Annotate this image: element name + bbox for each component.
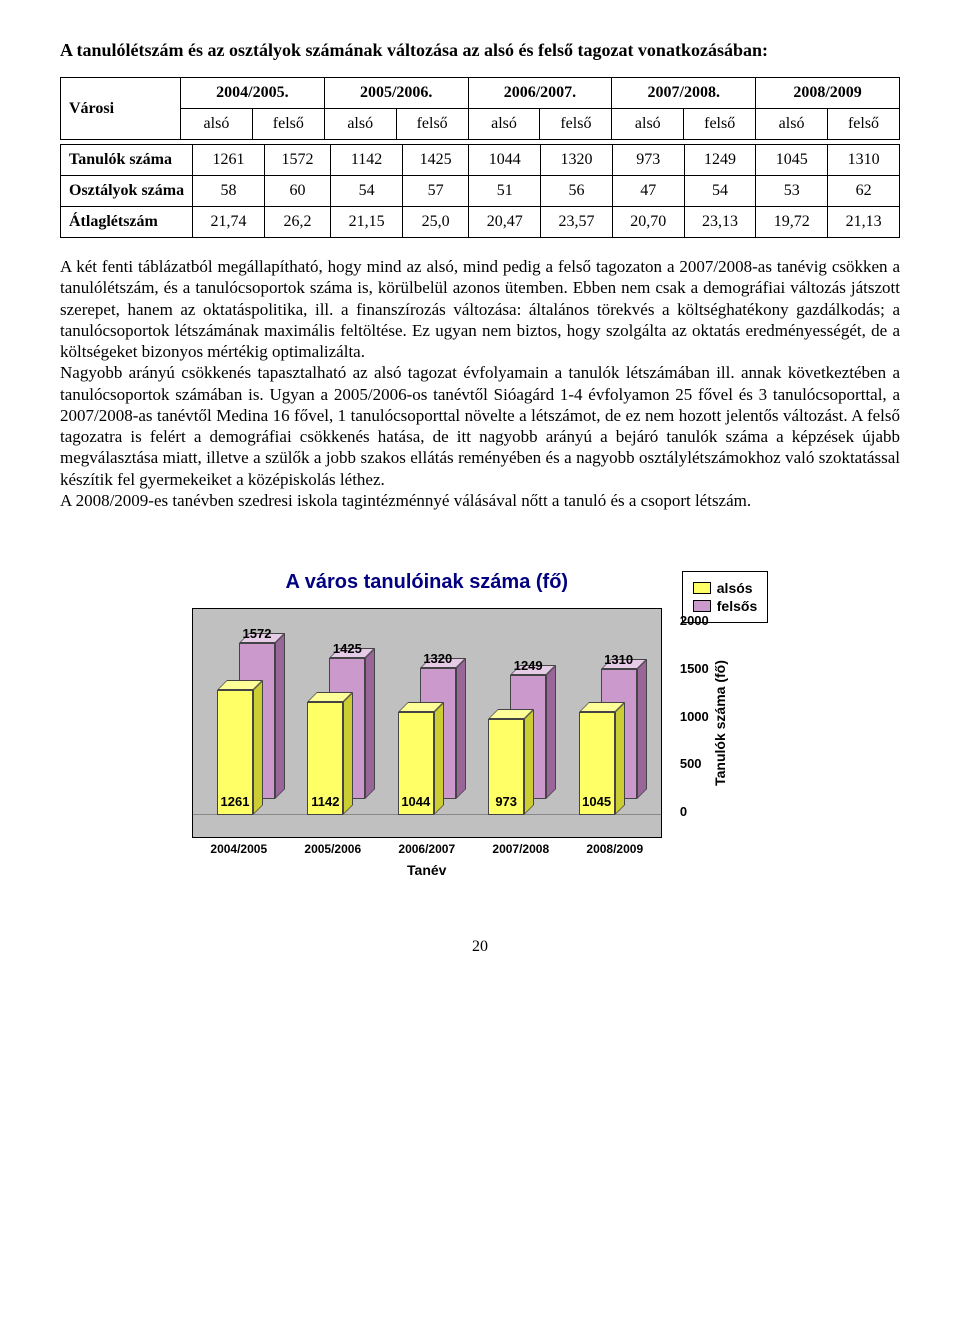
year-4: 2008/2009 xyxy=(756,78,900,109)
sub-a2: alsó xyxy=(468,109,540,140)
year-1: 2005/2006. xyxy=(324,78,468,109)
y-axis-title: Tanulók száma (fő) xyxy=(712,660,728,786)
sub-f1: felső xyxy=(396,109,468,140)
year-2: 2006/2007. xyxy=(468,78,612,109)
year-0: 2004/2005. xyxy=(181,78,325,109)
chart: A város tanulóinak száma (fő) 2000 1500 … xyxy=(192,571,662,878)
sub-a4: alsó xyxy=(756,109,828,140)
table-row: Tanulók száma 12611572 11421425 10441320… xyxy=(61,145,900,176)
r3-label: Átlaglétszám xyxy=(61,207,193,238)
header-table: Városi 2004/2005. 2005/2006. 2006/2007. … xyxy=(60,77,900,140)
sub-a0: alsó xyxy=(181,109,253,140)
sub-f0: felső xyxy=(252,109,324,140)
x-axis-labels: 2004/20052005/20062006/20072007/20082008… xyxy=(192,842,662,856)
body-text: A két fenti táblázatból megállapítható, … xyxy=(60,256,900,511)
y-axis-ticks: 2000 1500 1000 500 0 xyxy=(680,609,709,837)
sub-a3: alsó xyxy=(612,109,684,140)
chart-title: A város tanulóinak száma (fő) xyxy=(192,571,662,594)
sub-f3: felső xyxy=(684,109,756,140)
para-2: Nagyobb arányú csökkenés tapasztalható a… xyxy=(60,363,900,488)
table-row: Osztályok száma 5860 5457 5156 4754 5362 xyxy=(61,176,900,207)
para-3: A 2008/2009-es tanévben szedresi iskola … xyxy=(60,491,751,510)
legend-swatch-also xyxy=(693,582,711,594)
sub-f4: felső xyxy=(828,109,900,140)
r2-label: Osztályok száma xyxy=(61,176,193,207)
sub-f2: felső xyxy=(540,109,612,140)
city-label: Városi xyxy=(61,78,181,140)
data-table: Tanulók száma 12611572 11421425 10441320… xyxy=(60,144,900,238)
table-row: Átlaglétszám 21,7426,2 21,1525,0 20,4723… xyxy=(61,207,900,238)
r1-label: Tanulók száma xyxy=(61,145,193,176)
x-axis-title: Tanév xyxy=(192,862,662,878)
para-1: A két fenti táblázatból megállapítható, … xyxy=(60,257,900,361)
page-title: A tanulólétszám és az osztályok számának… xyxy=(60,40,900,61)
sub-a1: alsó xyxy=(324,109,396,140)
year-3: 2007/2008. xyxy=(612,78,756,109)
legend-label-also: alsós xyxy=(717,580,753,596)
page-number: 20 xyxy=(60,938,900,956)
legend-label-felsos: felsős xyxy=(717,598,757,614)
chart-plot: 2000 1500 1000 500 0 Tanulók száma (fő) … xyxy=(192,608,662,838)
